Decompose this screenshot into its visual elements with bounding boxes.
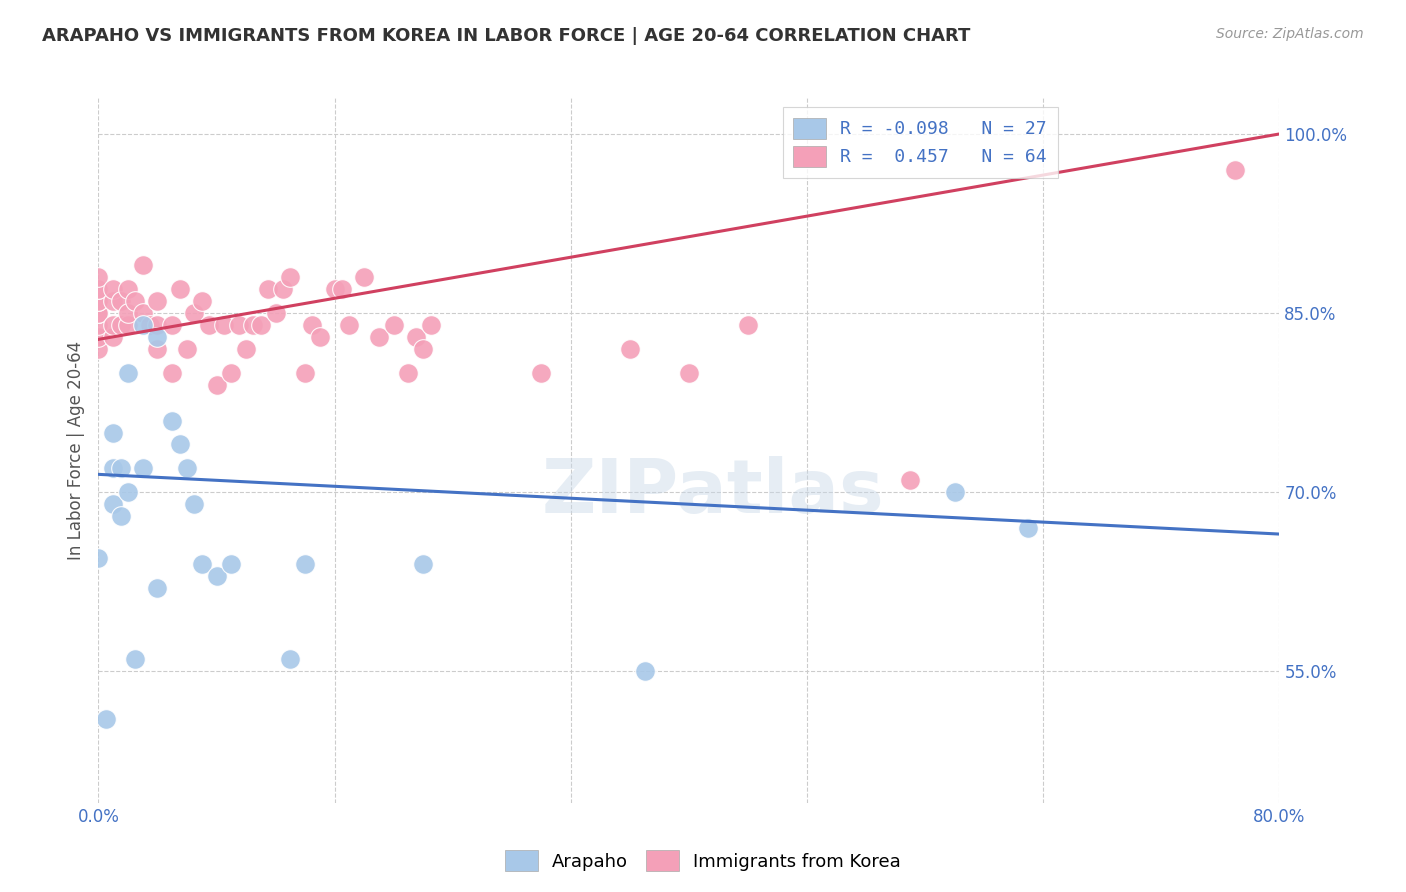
Point <box>412 557 434 571</box>
Point <box>309 330 332 344</box>
Point <box>353 270 375 285</box>
Point <box>737 318 759 332</box>
Point <box>162 366 183 380</box>
Point <box>205 377 228 392</box>
Point <box>146 294 169 309</box>
Point <box>117 485 139 500</box>
Point <box>132 318 155 332</box>
Point <box>110 318 132 332</box>
Point <box>146 581 169 595</box>
Point <box>264 306 287 320</box>
Point <box>191 557 214 571</box>
Point <box>280 652 302 666</box>
Point <box>1225 162 1247 177</box>
Point <box>103 282 125 296</box>
Point <box>87 330 110 344</box>
Point <box>301 318 323 332</box>
Point <box>103 330 125 344</box>
Point <box>900 473 922 487</box>
Point <box>87 282 110 296</box>
Point <box>943 485 966 500</box>
Point <box>398 366 420 380</box>
Point <box>139 318 162 332</box>
Point <box>323 282 346 296</box>
Legend: R = -0.098   N = 27, R =  0.457   N = 64: R = -0.098 N = 27, R = 0.457 N = 64 <box>783 107 1057 178</box>
Point <box>242 318 264 332</box>
Point <box>94 712 117 726</box>
Point <box>221 557 243 571</box>
Point <box>183 497 205 511</box>
Point <box>678 366 700 380</box>
Point <box>103 461 125 475</box>
Point <box>405 330 427 344</box>
Point <box>103 294 125 309</box>
Point <box>634 665 657 679</box>
Point <box>176 461 198 475</box>
Point <box>419 318 441 332</box>
Point <box>117 366 139 380</box>
Point <box>162 318 183 332</box>
Point <box>294 557 316 571</box>
Point <box>339 318 361 332</box>
Text: Source: ZipAtlas.com: Source: ZipAtlas.com <box>1216 27 1364 41</box>
Point <box>205 569 228 583</box>
Point <box>169 437 191 451</box>
Point <box>530 366 553 380</box>
Point <box>87 306 110 320</box>
Point <box>110 509 132 524</box>
Point <box>103 425 125 440</box>
Point <box>117 306 139 320</box>
Legend: Arapaho, Immigrants from Korea: Arapaho, Immigrants from Korea <box>498 843 908 879</box>
Point <box>87 306 110 320</box>
Point <box>412 342 434 356</box>
Point <box>330 282 353 296</box>
Point <box>221 366 243 380</box>
Point <box>87 318 110 332</box>
Point <box>87 294 110 309</box>
Point <box>132 461 155 475</box>
Point <box>103 497 125 511</box>
Point <box>169 282 191 296</box>
Point <box>87 306 110 320</box>
Point <box>110 294 132 309</box>
Y-axis label: In Labor Force | Age 20-64: In Labor Force | Age 20-64 <box>66 341 84 560</box>
Point <box>132 306 155 320</box>
Point <box>235 342 257 356</box>
Point <box>87 342 110 356</box>
Point <box>87 551 110 566</box>
Point <box>271 282 294 296</box>
Point <box>1018 521 1040 535</box>
Point <box>103 318 125 332</box>
Point <box>124 652 146 666</box>
Point <box>176 342 198 356</box>
Point <box>228 318 250 332</box>
Point <box>124 294 146 309</box>
Point <box>146 330 169 344</box>
Point <box>619 342 641 356</box>
Point <box>368 330 391 344</box>
Point <box>87 270 110 285</box>
Point <box>117 282 139 296</box>
Point <box>250 318 273 332</box>
Point <box>146 342 169 356</box>
Point <box>146 318 169 332</box>
Point <box>110 461 132 475</box>
Text: ARAPAHO VS IMMIGRANTS FROM KOREA IN LABOR FORCE | AGE 20-64 CORRELATION CHART: ARAPAHO VS IMMIGRANTS FROM KOREA IN LABO… <box>42 27 970 45</box>
Point <box>162 414 183 428</box>
Point <box>382 318 405 332</box>
Point <box>191 294 214 309</box>
Point <box>198 318 221 332</box>
Text: ZIPatlas: ZIPatlas <box>541 456 884 529</box>
Point <box>294 366 316 380</box>
Point <box>132 258 155 272</box>
Point <box>87 282 110 296</box>
Point <box>87 294 110 309</box>
Point <box>257 282 280 296</box>
Point <box>117 318 139 332</box>
Point <box>183 306 205 320</box>
Point <box>212 318 235 332</box>
Point <box>280 270 302 285</box>
